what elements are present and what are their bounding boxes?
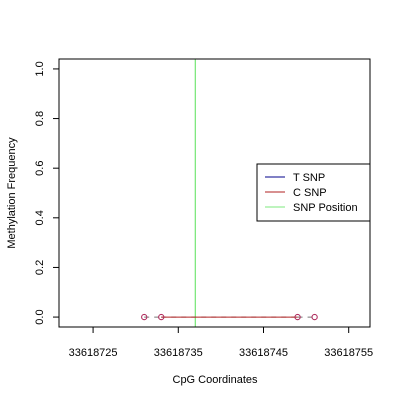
data-point <box>158 313 165 321</box>
data-point <box>311 313 318 321</box>
y-tick-label: 0.8 <box>34 111 46 126</box>
y-tick-label: 0.4 <box>34 210 46 225</box>
x-axis: 33618725 33618735 33618745 33618755 <box>69 326 373 359</box>
legend-label: C SNP <box>293 187 327 199</box>
data-point <box>294 313 301 321</box>
x-tick-label: 33618735 <box>154 347 203 359</box>
y-tick-label: 0.2 <box>34 260 46 275</box>
x-axis-label: CpG Coordinates <box>173 374 258 386</box>
legend-label: T SNP <box>293 172 325 184</box>
y-tick-label: 0.6 <box>34 161 46 176</box>
y-axis-label: Methylation Frequency <box>6 137 18 249</box>
y-tick-label: 1.0 <box>34 61 46 76</box>
x-tick-label: 33618725 <box>69 347 118 359</box>
data-point <box>141 313 148 321</box>
legend: T SNP C SNP SNP Position <box>256 163 371 222</box>
y-axis: 0.0 0.2 0.4 0.6 0.8 1.0 <box>34 61 60 325</box>
plot-marks <box>141 59 318 327</box>
legend-label: SNP Position <box>293 202 358 214</box>
y-tick-label: 0.0 <box>34 309 46 324</box>
x-tick-label: 33618745 <box>239 347 288 359</box>
x-tick-label: 33618755 <box>324 347 373 359</box>
